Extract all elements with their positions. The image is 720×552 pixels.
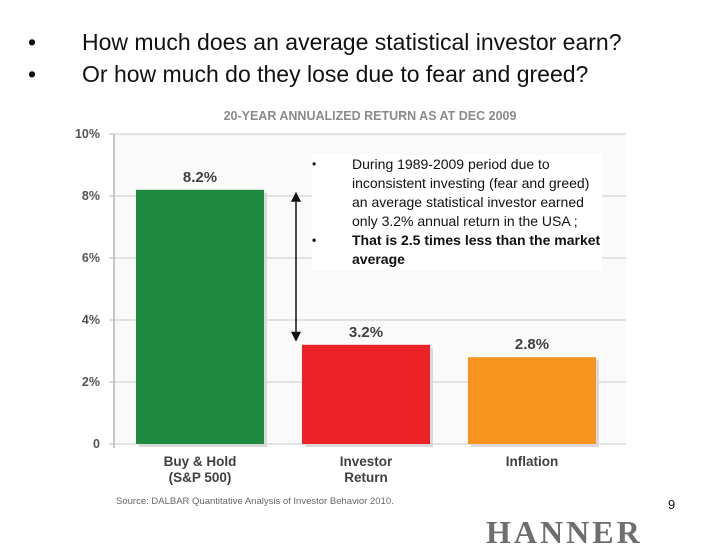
gap-arrow-head-up [291, 191, 301, 202]
note-marker: • [312, 233, 317, 247]
y-tick-label: 6% [82, 251, 100, 265]
note-text: That is 2.5 times less than the market a… [352, 232, 601, 267]
bullet-marker: • [28, 29, 37, 55]
y-tick-label: 8% [82, 189, 100, 203]
category-label: Return [344, 470, 388, 485]
chart-note: • During 1989-2009 period due to inconsi… [312, 155, 602, 269]
note-item: • During 1989-2009 period due to inconsi… [312, 155, 602, 231]
bullet-item: • Or how much do they lose due to fear a… [28, 58, 622, 90]
chart-source: Source: DALBAR Quantitative Analysis of … [116, 496, 394, 507]
y-tick-label: 0 [93, 437, 100, 451]
category-label: Buy & Hold [164, 454, 237, 469]
brand-logo: HANNER [480, 512, 695, 550]
chart-title: 20-YEAR ANNUALIZED RETURN AS AT DEC 2009 [224, 109, 517, 123]
gap-arrow-head-down [291, 331, 301, 342]
note-text: During 1989-2009 period due to inconsist… [352, 156, 590, 229]
bullet-marker: • [28, 61, 37, 87]
y-tick-label: 2% [82, 375, 100, 389]
note-item: • That is 2.5 times less than the market… [312, 231, 602, 269]
bullet-item: • How much does an average statistical i… [28, 26, 622, 58]
bar [302, 344, 430, 444]
note-marker: • [312, 157, 317, 171]
bar-value-label: 2.8% [515, 336, 549, 353]
bar [136, 189, 264, 444]
y-tick-label: 10% [75, 127, 100, 141]
bar-value-label: 3.2% [349, 324, 383, 341]
brand-wordmark: HANNER [486, 514, 643, 550]
page-number: 9 [668, 497, 676, 512]
bar [468, 357, 596, 444]
category-label: Inflation [506, 454, 559, 469]
bar-value-label: 8.2% [183, 169, 217, 186]
slide-bullets: • How much does an average statistical i… [28, 26, 622, 90]
bullet-text: Or how much do they lose due to fear and… [82, 61, 589, 87]
y-tick-label: 4% [82, 313, 100, 327]
category-label: Investor [340, 454, 393, 469]
category-label: (S&P 500) [169, 470, 232, 485]
bullet-text: How much does an average statistical inv… [82, 29, 622, 55]
